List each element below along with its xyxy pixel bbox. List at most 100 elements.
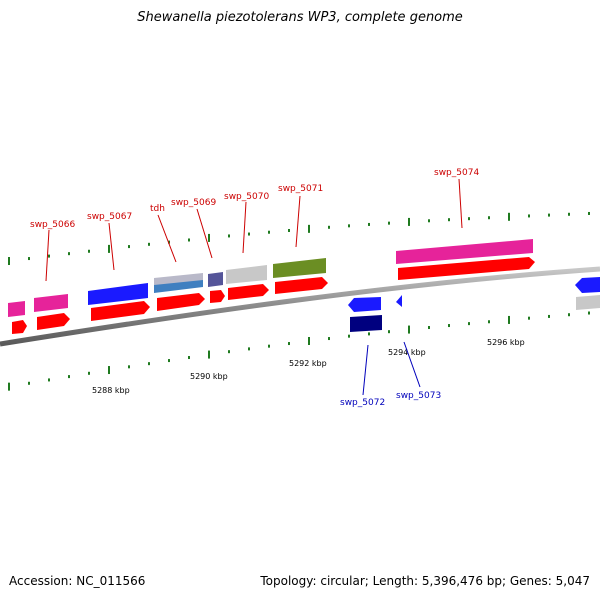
- minor-tick: [468, 217, 470, 221]
- minor-tick: [388, 330, 390, 334]
- minor-tick: [148, 242, 150, 246]
- inner-tick-ring: [8, 311, 590, 391]
- major-tick: [508, 315, 510, 324]
- gene-feature[interactable]: [34, 294, 68, 312]
- major-tick: [408, 325, 410, 334]
- gene-arrow[interactable]: [396, 295, 402, 307]
- minor-tick: [528, 214, 530, 218]
- gene-feature[interactable]: [226, 265, 267, 284]
- gene-label[interactable]: swp_5072: [340, 398, 385, 408]
- major-tick: [8, 382, 10, 391]
- gene-feature[interactable]: [208, 272, 223, 287]
- minor-tick: [28, 381, 30, 385]
- minor-tick: [428, 326, 430, 330]
- major-tick: [8, 257, 10, 266]
- major-tick: [208, 233, 210, 242]
- minor-tick: [448, 218, 450, 222]
- major-tick: [208, 350, 210, 359]
- tick-label: 5294 kbp: [388, 348, 426, 357]
- gene-arrow[interactable]: [350, 315, 382, 332]
- minor-tick: [48, 378, 50, 382]
- minor-tick: [88, 249, 90, 253]
- forward-strand: [12, 257, 535, 334]
- gene-label[interactable]: swp_5066: [30, 220, 75, 230]
- minor-tick: [448, 324, 450, 328]
- gene-label[interactable]: swp_5067: [87, 212, 132, 222]
- minor-tick: [248, 347, 250, 351]
- gene-label[interactable]: swp_5074: [434, 168, 479, 178]
- gene-arrow[interactable]: [275, 277, 328, 294]
- minor-tick: [128, 365, 130, 369]
- minor-tick: [228, 234, 230, 238]
- gene-arrow[interactable]: [12, 320, 27, 334]
- genome-backbone: [0, 266, 600, 347]
- tick-label: 5292 kbp: [289, 359, 327, 368]
- minor-tick: [48, 254, 50, 258]
- gene-feature[interactable]: [576, 295, 600, 310]
- minor-tick: [68, 375, 70, 379]
- reverse-labels: swp_5072 swp_5073: [340, 341, 441, 408]
- minor-tick: [488, 320, 490, 324]
- major-tick: [108, 244, 110, 253]
- gene-feature[interactable]: [154, 280, 203, 293]
- outer-tick-ring: [8, 211, 590, 266]
- gene-feature[interactable]: [88, 283, 148, 305]
- major-tick: [108, 366, 110, 375]
- minor-tick: [568, 313, 570, 317]
- gene-arrow[interactable]: [37, 313, 70, 330]
- minor-tick: [368, 222, 370, 226]
- minor-tick: [348, 334, 350, 338]
- gene-feature[interactable]: [8, 301, 25, 317]
- minor-tick: [228, 350, 230, 354]
- gene-label[interactable]: swp_5071: [278, 184, 323, 194]
- minor-tick: [288, 228, 290, 232]
- gene-feature[interactable]: [396, 239, 533, 264]
- minor-tick: [588, 311, 590, 315]
- map-title: Shewanella piezotolerans WP3, complete g…: [137, 10, 463, 25]
- minor-tick: [328, 225, 330, 229]
- minor-tick: [268, 230, 270, 234]
- gene-arrow[interactable]: [348, 297, 381, 312]
- minor-tick: [368, 332, 370, 336]
- major-tick: [308, 224, 310, 233]
- minor-tick: [88, 371, 90, 375]
- minor-tick: [568, 212, 570, 216]
- minor-tick: [148, 362, 150, 366]
- gene-feature[interactable]: [273, 258, 326, 278]
- gene-arrow[interactable]: [398, 257, 535, 280]
- minor-tick: [248, 232, 250, 236]
- gene-arrow[interactable]: [575, 277, 600, 293]
- gene-arrow[interactable]: [157, 293, 205, 311]
- minor-tick: [68, 252, 70, 256]
- minor-tick: [388, 221, 390, 225]
- gene-arrow[interactable]: [91, 301, 150, 321]
- minor-tick: [168, 240, 170, 244]
- gene-arrow[interactable]: [228, 284, 269, 300]
- forward-labels: swp_5066 swp_5067 tdh swp_5069 swp_5070 …: [30, 168, 479, 282]
- minor-tick: [548, 314, 550, 318]
- minor-tick: [328, 337, 330, 341]
- gene-label[interactable]: swp_5073: [396, 391, 441, 401]
- accession-text: Accession: NC_011566: [9, 574, 146, 588]
- minor-tick: [128, 245, 130, 249]
- minor-tick: [468, 322, 470, 326]
- reverse-strand: [348, 277, 600, 332]
- minor-tick: [28, 257, 30, 261]
- minor-tick: [588, 211, 590, 215]
- minor-tick: [428, 219, 430, 223]
- minor-tick: [268, 344, 270, 348]
- minor-tick: [488, 216, 490, 220]
- feature-row-category: [8, 239, 533, 317]
- gene-label[interactable]: swp_5069: [171, 198, 216, 208]
- minor-tick: [188, 238, 190, 242]
- gene-arrow[interactable]: [210, 290, 225, 303]
- gene-label[interactable]: tdh: [150, 204, 165, 214]
- major-tick: [308, 336, 310, 345]
- minor-tick: [548, 213, 550, 217]
- minor-tick: [348, 224, 350, 228]
- major-tick: [508, 212, 510, 221]
- tick-label: 5296 kbp: [487, 338, 525, 347]
- minor-tick: [168, 359, 170, 363]
- gene-label[interactable]: swp_5070: [224, 192, 269, 202]
